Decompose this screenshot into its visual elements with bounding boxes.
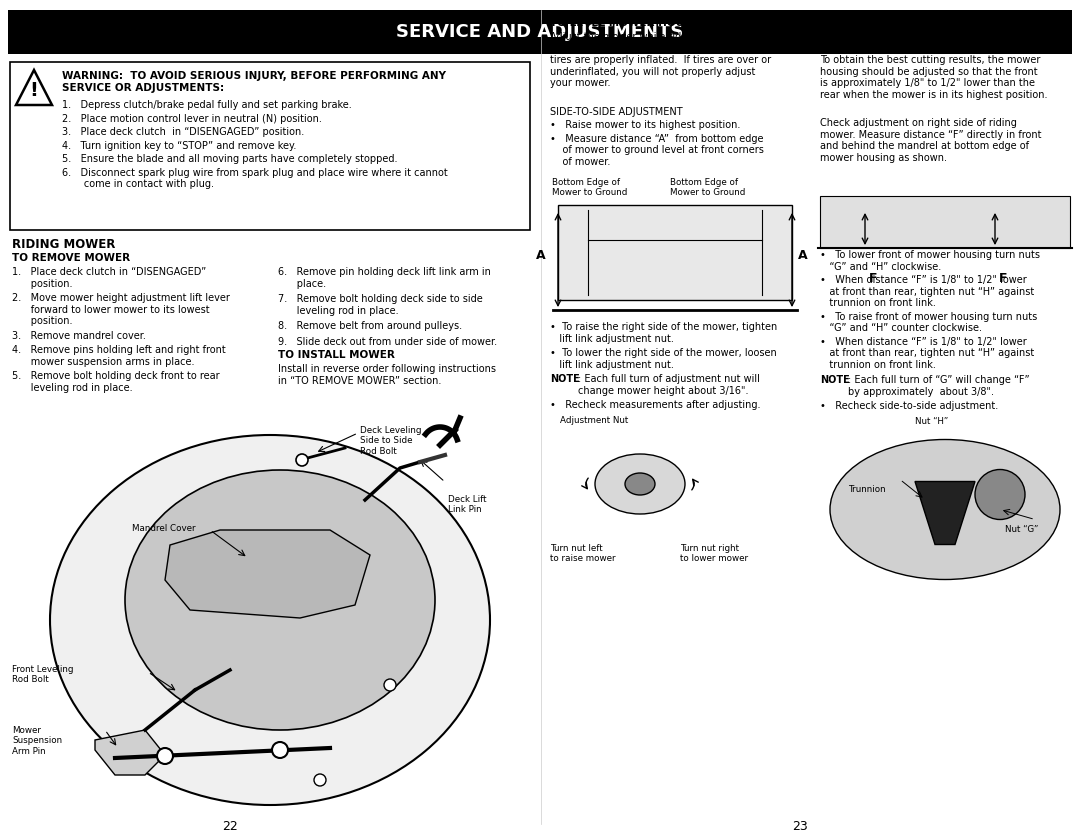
Text: 1.   Place deck clutch in “DISENGAGED”
      position.: 1. Place deck clutch in “DISENGAGED” pos… xyxy=(12,267,206,289)
Text: TO INSTALL MOWER: TO INSTALL MOWER xyxy=(278,350,395,360)
Text: RIDING MOWER: RIDING MOWER xyxy=(12,238,116,251)
Text: Mandrel Cover: Mandrel Cover xyxy=(132,524,195,533)
Ellipse shape xyxy=(625,473,654,495)
Text: 5.   Ensure the blade and all moving parts have completely stopped.: 5. Ensure the blade and all moving parts… xyxy=(62,154,397,164)
Text: F: F xyxy=(999,272,1008,284)
Text: Mower
Suspension
Arm Pin: Mower Suspension Arm Pin xyxy=(12,726,63,756)
Text: •   Measure distance “A”  from bottom edge
    of mower to ground level at front: • Measure distance “A” from bottom edge … xyxy=(550,133,764,167)
Text: 1.   Depress clutch/brake pedal fully and set parking brake.: 1. Depress clutch/brake pedal fully and … xyxy=(62,100,352,110)
Text: •   Recheck side-to-side adjustment.: • Recheck side-to-side adjustment. xyxy=(820,401,998,411)
Text: TO REMOVE MOWER: TO REMOVE MOWER xyxy=(12,253,130,263)
Text: 6.   Remove pin holding deck lift link arm in
      place.: 6. Remove pin holding deck lift link arm… xyxy=(278,267,491,289)
Text: Check adjustment on right side of riding
mower. Measure distance “F” directly in: Check adjustment on right side of riding… xyxy=(820,118,1041,163)
Text: Front Leveling
Rod Bolt: Front Leveling Rod Bolt xyxy=(12,665,73,685)
Text: 7.   Remove bolt holding deck side to side
      leveling rod in place.: 7. Remove bolt holding deck side to side… xyxy=(278,294,483,315)
Text: NOTE: NOTE xyxy=(550,374,580,384)
Text: 23: 23 xyxy=(792,820,808,833)
Text: 2.   Place motion control lever in neutral (N) position.: 2. Place motion control lever in neutral… xyxy=(62,113,322,123)
Polygon shape xyxy=(165,530,370,618)
Text: 8.   Remove belt from around pulleys.: 8. Remove belt from around pulleys. xyxy=(278,321,462,331)
Text: TO LEVEL MOWER HOUSING: TO LEVEL MOWER HOUSING xyxy=(550,18,713,28)
Text: A: A xyxy=(537,249,546,262)
Circle shape xyxy=(975,470,1025,520)
Circle shape xyxy=(157,748,173,764)
Circle shape xyxy=(314,774,326,786)
Text: Nut “G”: Nut “G” xyxy=(1005,525,1038,534)
Text: !: ! xyxy=(29,81,39,100)
Text: Turn nut right
to lower mower: Turn nut right to lower mower xyxy=(680,544,748,564)
Text: •   To lower front of mower housing turn nuts
   “G” and “H” clockwise.: • To lower front of mower housing turn n… xyxy=(820,250,1040,272)
Ellipse shape xyxy=(831,440,1059,580)
Text: F: F xyxy=(869,272,877,284)
Text: WARNING:  TO AVOID SERIOUS INJURY, BEFORE PERFORMING ANY
SERVICE OR ADJUSTMENTS:: WARNING: TO AVOID SERIOUS INJURY, BEFORE… xyxy=(62,71,446,93)
Text: NOTE: NOTE xyxy=(820,375,850,385)
Circle shape xyxy=(296,454,308,466)
Text: •   When distance “F” is 1/8" to 1/2" lower
   at front than rear, tighten nut “: • When distance “F” is 1/8" to 1/2" lowe… xyxy=(820,336,1035,369)
Polygon shape xyxy=(95,730,165,775)
Text: Adjust the mower while riding mower is
parked on level ground or driveway.  Ensu: Adjust the mower while riding mower is p… xyxy=(550,32,771,88)
Text: Trunnion: Trunnion xyxy=(848,485,886,494)
Text: SERVICE AND ADJUSTMENTS: SERVICE AND ADJUSTMENTS xyxy=(396,23,684,41)
Text: Install in reverse order following instructions
in “TO REMOVE MOWER” section.: Install in reverse order following instr… xyxy=(278,364,496,385)
Text: : Each full turn of adjustment nut will
change mower height about 3/16".: : Each full turn of adjustment nut will … xyxy=(578,374,760,395)
Text: Nut “H”: Nut “H” xyxy=(915,416,948,425)
Bar xyxy=(820,196,1070,248)
Text: Turn nut left
to raise mower: Turn nut left to raise mower xyxy=(550,544,616,564)
Circle shape xyxy=(272,742,288,758)
Text: 3.   Place deck clutch  in “DISENGAGED” position.: 3. Place deck clutch in “DISENGAGED” pos… xyxy=(62,127,305,137)
Ellipse shape xyxy=(50,435,490,805)
Text: 4.   Remove pins holding left and right front
      mower suspension arms in pla: 4. Remove pins holding left and right fr… xyxy=(12,345,226,367)
Text: 3.   Remove mandrel cover.: 3. Remove mandrel cover. xyxy=(12,330,146,340)
Bar xyxy=(558,205,792,300)
Text: •   When distance “F” is 1/8" to 1/2" lower
   at front than rear, tighten nut “: • When distance “F” is 1/8" to 1/2" lowe… xyxy=(820,275,1035,309)
Bar xyxy=(10,62,530,230)
Text: Bottom Edge of
Mower to Ground: Bottom Edge of Mower to Ground xyxy=(552,178,627,198)
Ellipse shape xyxy=(595,454,685,514)
Text: 5.   Remove bolt holding deck front to rear
      leveling rod in place.: 5. Remove bolt holding deck front to rea… xyxy=(12,371,219,393)
Text: FRONT-TO-BACK ADJUSTMENT: FRONT-TO-BACK ADJUSTMENT xyxy=(820,18,966,28)
Text: 9.   Slide deck out from under side of mower.: 9. Slide deck out from under side of mow… xyxy=(278,336,497,346)
Text: To obtain the best cutting results, the mower
housing should be adjusted so that: To obtain the best cutting results, the … xyxy=(820,55,1048,100)
Text: •   Recheck measurements after adjusting.: • Recheck measurements after adjusting. xyxy=(550,400,760,410)
Text: •  To lower the right side of the mower, loosen
   lift link adjustment nut.: • To lower the right side of the mower, … xyxy=(550,348,777,369)
Text: •   To raise front of mower housing turn nuts
   “G” and “H” counter clockwise.: • To raise front of mower housing turn n… xyxy=(820,312,1037,333)
Bar xyxy=(8,10,1072,54)
Polygon shape xyxy=(915,481,975,545)
Text: 6.   Disconnect spark plug wire from spark plug and place wire where it cannot
 : 6. Disconnect spark plug wire from spark… xyxy=(62,168,448,189)
Text: Adjustment Nut: Adjustment Nut xyxy=(561,415,629,425)
Text: A: A xyxy=(798,249,808,262)
Text: Deck must be level side-to
side.: Deck must be level side-to side. xyxy=(882,30,1016,52)
Ellipse shape xyxy=(125,470,435,730)
Text: 22: 22 xyxy=(222,820,238,833)
Text: •   Raise mower to its highest position.: • Raise mower to its highest position. xyxy=(550,120,741,130)
Text: SIDE-TO-SIDE ADJUSTMENT: SIDE-TO-SIDE ADJUSTMENT xyxy=(550,107,683,117)
Text: Deck Lift
Link Pin: Deck Lift Link Pin xyxy=(448,495,486,515)
Text: 4.   Turn ignition key to “STOP” and remove key.: 4. Turn ignition key to “STOP” and remov… xyxy=(62,140,296,150)
Text: : Each full turn of “G” will change “F”
by approximately  about 3/8".: : Each full turn of “G” will change “F” … xyxy=(848,375,1029,397)
Text: Bottom Edge of
Mower to Ground: Bottom Edge of Mower to Ground xyxy=(670,178,745,198)
Text: •  To raise the right side of the mower, tighten
   lift link adjustment nut.: • To raise the right side of the mower, … xyxy=(550,322,778,344)
Text: 2.   Move mower height adjustment lift lever
      forward to lower mower to its: 2. Move mower height adjustment lift lev… xyxy=(12,293,230,326)
Polygon shape xyxy=(16,70,52,105)
Circle shape xyxy=(384,679,396,691)
Text: IMPORTANT:: IMPORTANT: xyxy=(820,30,888,40)
Text: Deck Leveling
Side to Side
Rod Bolt: Deck Leveling Side to Side Rod Bolt xyxy=(360,426,421,456)
